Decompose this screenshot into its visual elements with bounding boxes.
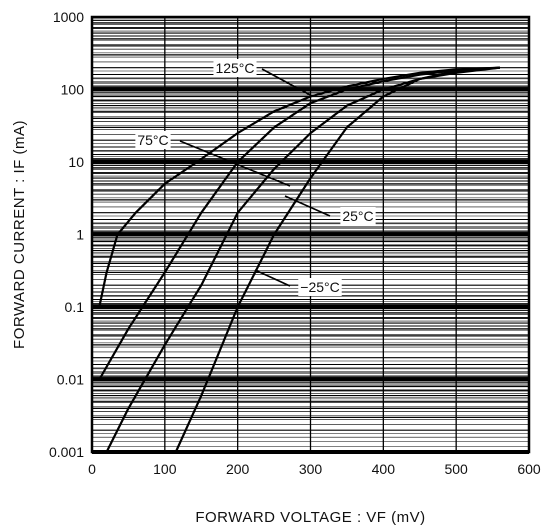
series-label: 25°C [342,208,373,224]
series-label-leader [254,269,291,287]
x-tick-label: 600 [517,461,541,477]
y-axis-title: FORWARD CURRENT : IF (mA) [11,120,28,349]
x-tick-label: 0 [88,461,96,477]
chart-grid [92,17,529,454]
y-tick-label: 0.01 [57,372,84,388]
y-tick-labels: 0.001 0.01 0.1 1 10 100 1000 [49,9,84,460]
y-tick-label: 100 [61,82,85,98]
x-tick-label: 300 [299,461,323,477]
series-curves [98,66,501,453]
x-tick-labels: 0 100 200 300 400 500 600 [88,461,541,477]
series-label-leader [284,195,331,217]
y-tick-label: 10 [68,154,84,170]
series-label-leader [179,140,291,187]
series-labels: 125°C 75°C 25°C −25°C [135,59,376,296]
y-tick-label: 1 [76,227,84,243]
series-label: 75°C [137,132,168,148]
series-label: 125°C [215,60,254,76]
series-label-background [340,207,376,225]
y-tick-label: 1000 [53,9,84,25]
x-tick-label: 100 [153,461,177,477]
label-leader-lines [179,68,331,287]
series-label: −25°C [300,279,339,295]
x-tick-label: 200 [226,461,250,477]
series-label-leader [261,68,313,97]
series-label-background [135,131,171,149]
series-line [98,66,500,308]
series-line [98,66,500,381]
series-label-background [213,59,257,77]
x-axis-title: FORWARD VOLTAGE : VF (mV) [195,509,425,526]
y-tick-label: 0.1 [65,299,85,315]
y-tick-label: 0.001 [49,444,84,460]
series-label-background [298,278,342,296]
x-tick-label: 400 [372,461,396,477]
x-tick-label: 500 [444,461,468,477]
plot-frame [90,15,531,454]
series-line [174,66,500,453]
